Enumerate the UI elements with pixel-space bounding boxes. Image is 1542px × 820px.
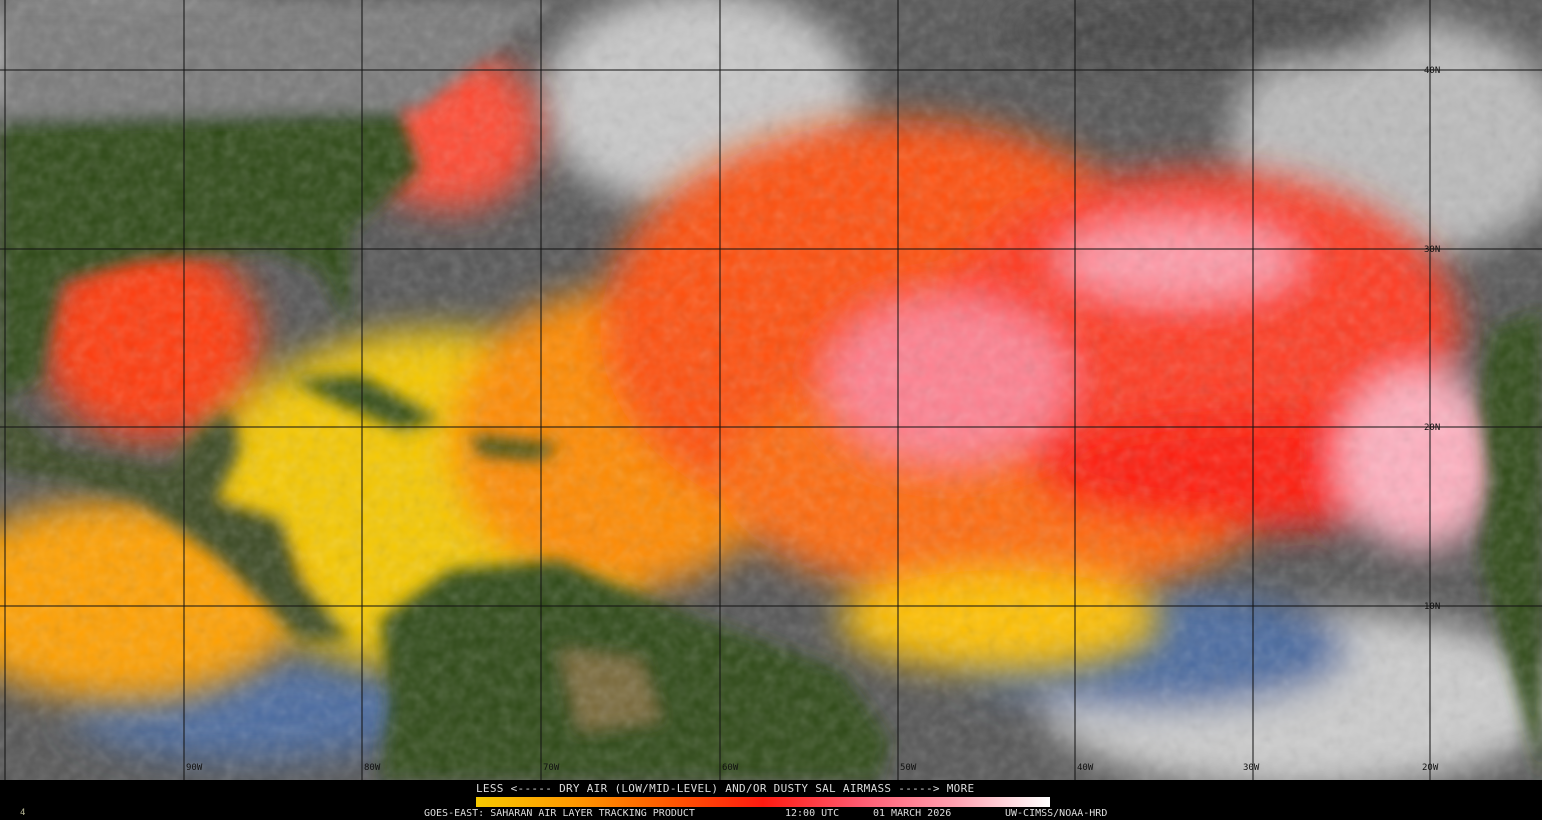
lon-label: 50W xyxy=(900,763,917,773)
credit: UW-CIMSS/NOAA-HRD xyxy=(1005,808,1108,819)
color-scale-bar xyxy=(476,797,1050,807)
lat-label: 10N xyxy=(1424,602,1440,612)
legend-title: LESS <----- DRY AIR (LOW/MID-LEVEL) AND/… xyxy=(476,782,975,795)
lon-label: 20W xyxy=(1422,763,1439,773)
lon-label: 70W xyxy=(543,763,560,773)
lat-lon-grid xyxy=(0,0,1542,780)
valid-time: 12:00 UTC xyxy=(785,808,840,819)
texture xyxy=(0,0,1542,780)
lat-label: 30N xyxy=(1424,245,1440,255)
sal-satellite-map: 40N 30N 20N 10N 90W 80W 70W 60W 50W 40W … xyxy=(0,0,1542,780)
lon-label: 80W xyxy=(364,763,381,773)
corner-mark: 4 xyxy=(20,808,26,818)
lon-label: 30W xyxy=(1243,763,1260,773)
lat-label: 40N xyxy=(1424,66,1440,76)
valid-date: 01 MARCH 2026 xyxy=(873,808,952,819)
product-name: GOES-EAST: SAHARAN AIR LAYER TRACKING PR… xyxy=(424,808,695,819)
lon-label: 40W xyxy=(1077,763,1094,773)
lon-label: 90W xyxy=(186,763,203,773)
lon-label: 60W xyxy=(722,763,739,773)
lat-label: 20N xyxy=(1424,423,1440,433)
grid-labels: 40N 30N 20N 10N 90W 80W 70W 60W 50W 40W … xyxy=(186,66,1440,773)
